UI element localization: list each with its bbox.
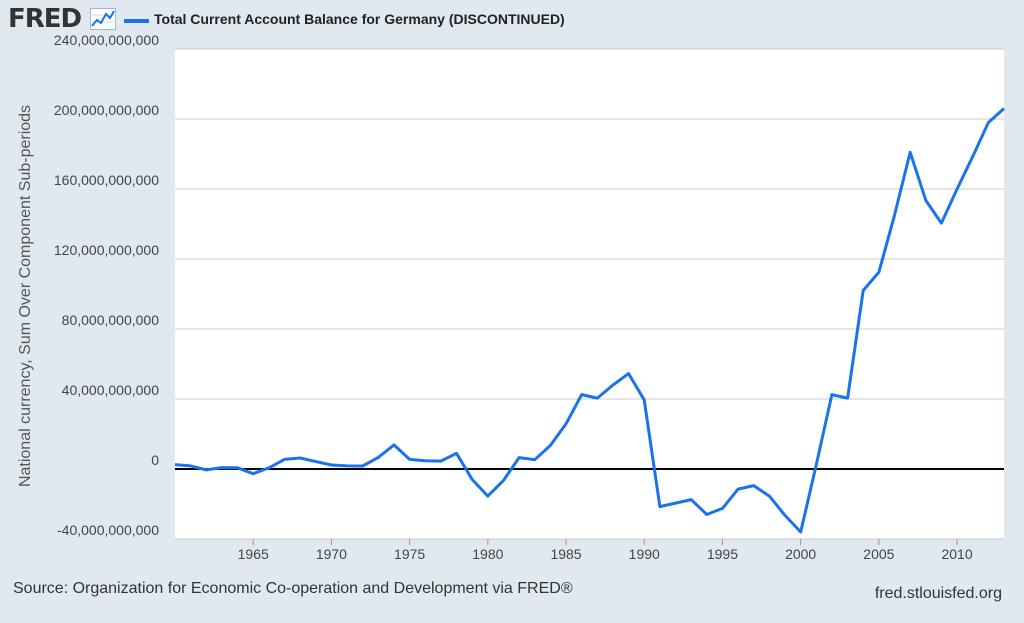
y-tick-label: 240,000,000,000 <box>54 32 159 48</box>
y-tick-label: -40,000,000,000 <box>57 522 159 538</box>
y-tick-label: 0 <box>151 452 159 468</box>
chart-header: FRED Total Current Account Balance for G… <box>0 0 1024 40</box>
x-tick-label: 2010 <box>941 546 972 562</box>
x-tick-label: 1965 <box>238 546 269 562</box>
site-link[interactable]: fred.stlouisfed.org <box>874 585 1002 602</box>
y-tick-label: 80,000,000,000 <box>62 312 160 328</box>
series-line[interactable] <box>174 107 1006 534</box>
source-note: Source: Organization for Economic Co-ope… <box>13 580 573 597</box>
x-tick-label: 1985 <box>550 546 581 562</box>
line-graph-icon <box>90 8 116 30</box>
legend-label: Total Current Account Balance for German… <box>154 11 565 27</box>
x-axis-ticks: 1965 1970 1975 1980 1985 1990 1995 2000 2005 2010 <box>238 539 973 562</box>
y-tick-label: 160,000,000,000 <box>54 172 159 188</box>
legend-swatch <box>124 19 149 23</box>
x-tick-label: 2000 <box>785 546 816 562</box>
grid-lines <box>175 48 1004 540</box>
x-tick-label: 1990 <box>629 546 660 562</box>
y-axis-label: National currency, Sum Over Component Su… <box>17 104 34 488</box>
x-tick-label: 1970 <box>316 546 347 562</box>
y-tick-label: 40,000,000,000 <box>62 382 160 398</box>
y-tick-label: 120,000,000,000 <box>54 242 159 258</box>
plot-area <box>175 49 1004 539</box>
x-tick-label: 1995 <box>707 546 738 562</box>
x-tick-label: 1975 <box>394 546 425 562</box>
x-tick-label: 2005 <box>863 546 894 562</box>
y-tick-label: 200,000,000,000 <box>54 102 159 118</box>
fred-logo[interactable]: FRED <box>8 4 82 34</box>
y-axis-ticks: -40,000,000,000 0 40,000,000,000 80,000,000… <box>54 32 159 538</box>
x-tick-label: 1980 <box>472 546 503 562</box>
